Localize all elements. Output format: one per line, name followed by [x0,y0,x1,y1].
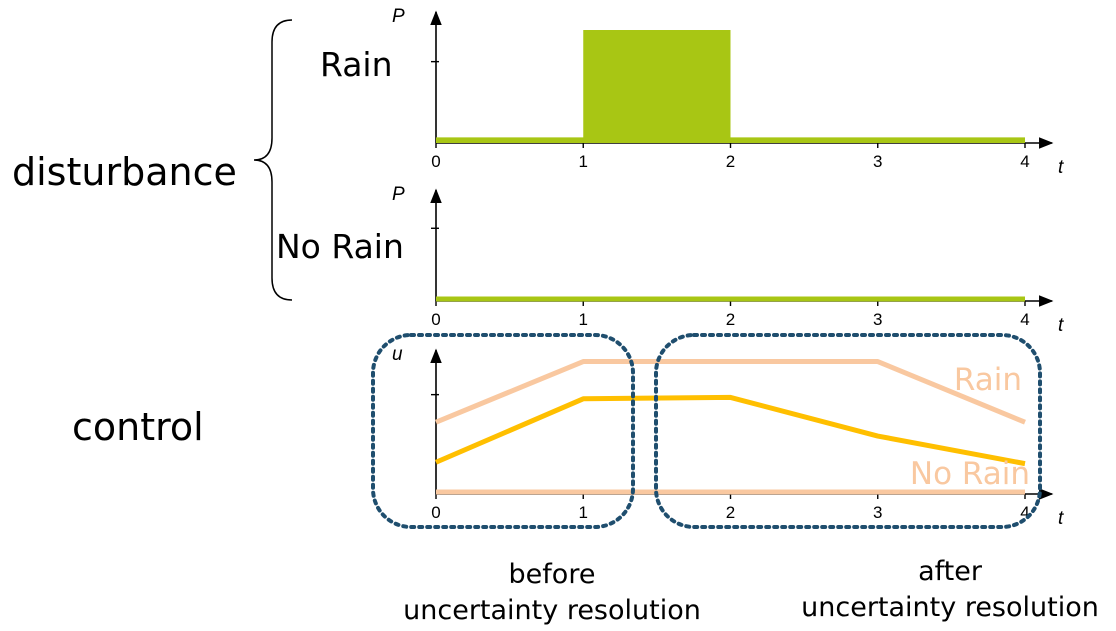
control-panel: 0 1 2 3 4 t u Rain No Rain [392,344,1064,529]
rain-y-axis-label: P [392,6,405,27]
control-x-tick-label-0: 0 [431,503,440,522]
before-caption-line1: before [509,559,596,590]
rain-x-tick-label-0: 0 [431,152,440,171]
control-mean-line [435,394,1026,467]
norain-x-tick-label-1: 1 [579,310,588,329]
norain-x-tick-label-2: 2 [726,310,735,329]
disturbance-brace [253,19,293,301]
rain-disturbance-panel: 0 1 2 3 4 t P [392,6,1064,178]
before-resolution-region [371,333,635,529]
rain-x-tick-label-3: 3 [873,152,882,171]
norain-x-tick-label-3: 3 [873,310,882,329]
control-x-tick-label-3: 3 [873,503,882,522]
norain-x-axis-label: t [1058,315,1064,336]
control-y-axis-label: u [392,344,403,365]
rain-disturbance-area [436,30,1025,143]
control-x-tick-label-4: 4 [1020,503,1029,522]
disturbance-label: disturbance [12,150,237,194]
control-no-rain-label: No Rain [910,456,1030,492]
rain-x-axis-label: t [1058,157,1064,178]
rain-x-tick-label-2: 2 [726,152,735,171]
rain-x-tick-label-1: 1 [579,152,588,171]
norain-x-tick-label-0: 0 [431,310,440,329]
norain-y-axis-label: P [392,184,405,205]
no-rain-disturbance-panel: 0 1 2 3 4 t P [392,184,1064,336]
control-x-tick-label-2: 2 [726,503,735,522]
norain-x-tick-label-4: 4 [1020,310,1029,329]
rain-x-tick-label-4: 4 [1020,152,1029,171]
rain-panel-title: Rain [320,45,393,84]
control-label: control [72,405,204,449]
control-x-axis-label: t [1058,508,1064,529]
after-caption-line1: after [918,556,983,587]
control-rain-line [435,359,1026,425]
control-rain-label: Rain [954,362,1022,398]
control-x-tick-label-1: 1 [579,503,588,522]
before-caption-line2: uncertainty resolution [403,595,701,626]
after-resolution-region [654,333,1042,529]
no-rain-panel-title: No Rain [276,227,404,266]
after-caption-line2: uncertainty resolution [801,592,1099,623]
